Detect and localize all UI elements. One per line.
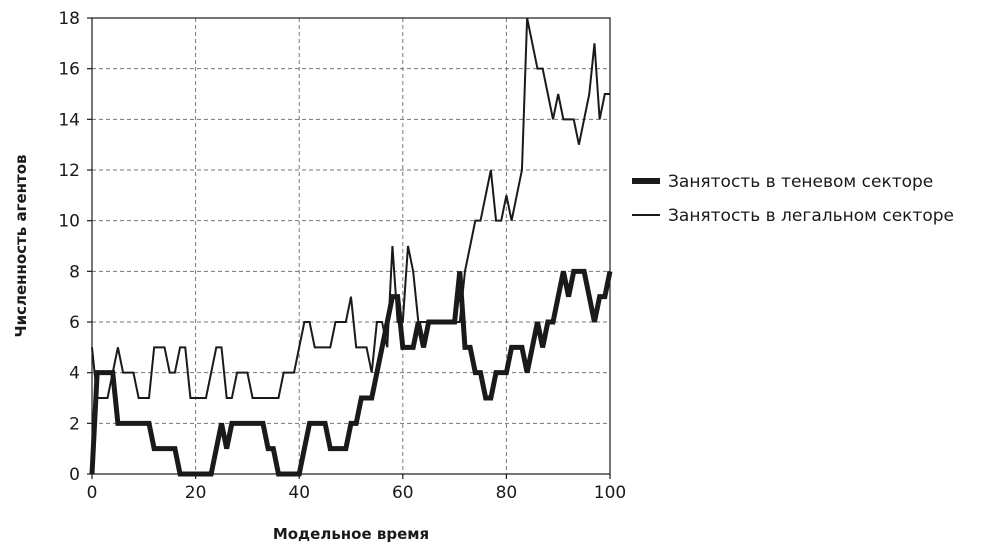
x-axis-ticks: 0 20 40 60 80 100 <box>87 474 626 503</box>
legend-label-legal-sector: Занятость в легальном секторе <box>668 206 954 226</box>
y-tick-label: 4 <box>69 364 80 384</box>
y-tick-label: 12 <box>58 161 80 181</box>
y-tick-label: 14 <box>58 110 80 130</box>
x-tick-label: 60 <box>392 483 414 503</box>
series-line-legal-sector <box>91 17 610 399</box>
y-tick-label: 16 <box>58 60 80 80</box>
x-axis-title: Модельное время <box>273 525 429 543</box>
y-tick-label: 6 <box>69 313 80 333</box>
x-tick-label: 100 <box>594 483 626 503</box>
y-axis-ticks: 0 2 4 6 8 10 12 14 16 18 <box>58 9 92 485</box>
y-tick-label: 8 <box>69 262 80 282</box>
y-tick-label: 0 <box>69 465 80 485</box>
series-line-shadow-sector <box>89 268 613 477</box>
plot-frame <box>91 17 611 475</box>
y-tick-label: 10 <box>58 212 80 232</box>
grid <box>92 18 610 474</box>
x-tick-label: 20 <box>185 483 207 503</box>
legend-label-shadow-sector: Занятость в теневом секторе <box>668 172 933 192</box>
y-axis-title: Численность агентов <box>12 155 30 338</box>
x-tick-label: 40 <box>288 483 310 503</box>
y-tick-label: 2 <box>69 414 80 434</box>
legend: Занятость в теневом секторе Занятость в … <box>632 172 954 226</box>
x-tick-label: 80 <box>496 483 518 503</box>
series-lines <box>89 17 613 477</box>
y-tick-label: 18 <box>58 9 80 29</box>
x-tick-label: 0 <box>87 483 98 503</box>
